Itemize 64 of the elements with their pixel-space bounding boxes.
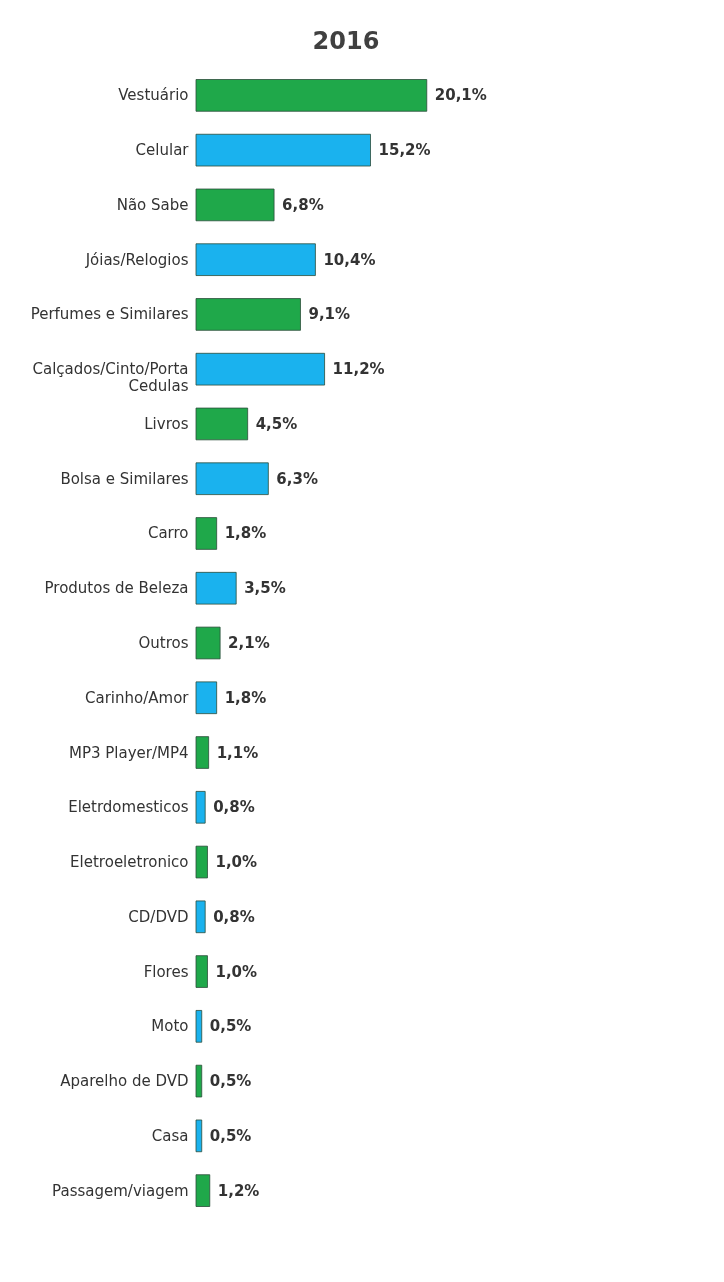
chart-title: 2016	[312, 27, 380, 55]
bar	[195, 791, 206, 824]
y-tick-label: Carro	[147, 524, 189, 543]
bar	[195, 571, 237, 605]
data-label: 1,0%	[215, 853, 258, 872]
bar	[195, 681, 218, 715]
data-label: 0,5%	[209, 1017, 252, 1036]
y-tick-label: Produtos de Beleza	[44, 579, 189, 598]
bar	[195, 1064, 203, 1098]
data-label: 20,1%	[434, 86, 487, 105]
bar	[195, 133, 371, 167]
y-tick-label: Outros	[138, 634, 189, 652]
bar	[195, 298, 301, 331]
bar	[195, 1119, 203, 1153]
bar	[195, 79, 428, 112]
data-label: 10,4%	[323, 250, 376, 269]
data-label: 0,5%	[209, 1072, 252, 1091]
y-tick-label: Casa	[151, 1126, 189, 1145]
y-tick-label: Calçados/Cinto/Porta Cedulas	[32, 360, 189, 396]
data-label: 1,0%	[215, 962, 258, 981]
y-tick-label: Celular	[135, 141, 190, 160]
bar	[195, 407, 249, 441]
y-tick-label: Moto	[151, 1017, 189, 1036]
bar	[195, 243, 316, 276]
y-tick-label: Flores	[143, 962, 189, 981]
bar	[195, 188, 275, 222]
y-tick-label: Carinho/Amor	[85, 688, 190, 707]
bar	[195, 626, 221, 660]
bar	[195, 1174, 211, 1207]
data-label: 11,2%	[332, 360, 385, 379]
data-label: 2,1%	[228, 634, 270, 652]
bar	[195, 955, 208, 988]
data-label: 9,1%	[308, 305, 351, 324]
y-tick-label: Perfumes e Similares	[30, 305, 189, 324]
bar	[195, 462, 269, 495]
data-label: 1,1%	[216, 743, 259, 762]
data-label: 0,5%	[209, 1126, 252, 1145]
data-label: 1,2%	[217, 1181, 260, 1200]
bar	[195, 352, 325, 386]
y-tick-label: Aparelho de DVD	[60, 1072, 189, 1091]
data-label: 1,8%	[224, 524, 267, 543]
y-tick-label: Livros	[144, 414, 189, 433]
y-tick-label: MP3 Player/MP4	[68, 743, 189, 762]
data-label: 6,8%	[282, 195, 324, 214]
bar	[195, 1010, 203, 1043]
y-tick-label: Eletrdomesticos	[68, 798, 189, 817]
y-tick-label: Jóias/Relogios	[84, 250, 189, 269]
data-label: 3,5%	[244, 579, 286, 598]
data-label: 15,2%	[378, 141, 431, 160]
y-tick-label: Não Sabe	[116, 195, 189, 214]
data-label: 1,8%	[224, 688, 267, 707]
y-tick-label: Vestuário	[118, 86, 189, 105]
data-label: 6,3%	[276, 469, 318, 488]
y-tick-label: Bolsa e Similares	[60, 469, 189, 488]
data-label: 0,8%	[213, 798, 255, 817]
bar	[195, 845, 208, 879]
data-label: 0,8%	[213, 907, 255, 926]
y-tick-label: Eletroeletronico	[70, 853, 189, 872]
data-label: 4,5%	[255, 414, 298, 433]
bar	[195, 517, 218, 550]
bar	[195, 736, 210, 769]
y-tick-label: CD/DVD	[128, 907, 189, 926]
y-tick-label: Passagem/viagem	[52, 1181, 189, 1200]
bar	[195, 900, 206, 934]
